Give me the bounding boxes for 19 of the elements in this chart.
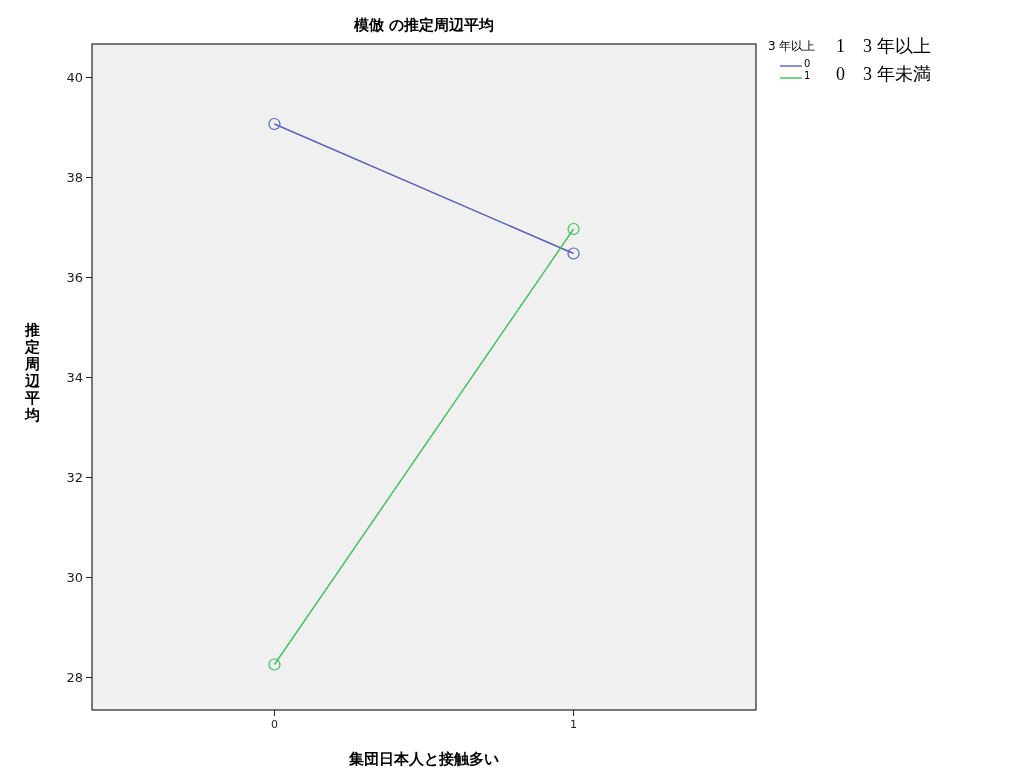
y-tick-label: 36 xyxy=(66,270,83,286)
text: 0 3 年未満 xyxy=(836,64,931,84)
point xyxy=(567,247,580,260)
chart-title: 模倣 の推定周辺平均 xyxy=(352,16,495,34)
y-tick-label: 40 xyxy=(66,70,83,86)
y-tick-label: 28 xyxy=(66,670,83,686)
point xyxy=(567,222,580,236)
text: 1 3 年以上 xyxy=(836,36,931,56)
point xyxy=(268,117,281,131)
y-tick-label: 30 xyxy=(66,570,83,586)
y-axis-title: 推定周辺平均 xyxy=(23,320,41,424)
legend-label: 0 xyxy=(804,58,811,69)
y-tick-label: 34 xyxy=(66,370,83,386)
x-axis-title: 集団日本人と接触多い xyxy=(348,750,499,768)
y-tick-label: 32 xyxy=(66,470,83,486)
legend-title: 3 年以上 xyxy=(768,39,816,53)
legend-label: 1 xyxy=(804,70,811,81)
point xyxy=(268,658,281,671)
y-tick-label: 38 xyxy=(66,170,83,186)
